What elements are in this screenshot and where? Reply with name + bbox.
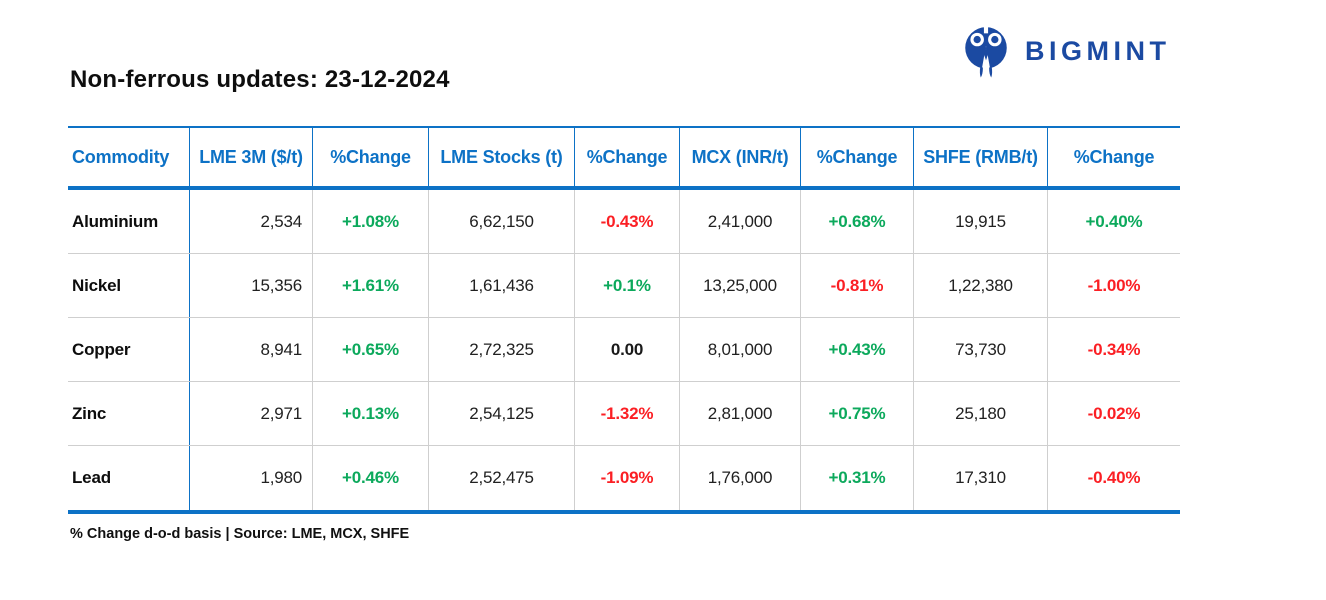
mcx-value: 2,41,000 xyxy=(679,190,800,253)
lme-stocks-change: +0.1% xyxy=(574,254,679,317)
mcx-change: +0.43% xyxy=(800,318,913,381)
lme-3m-value: 15,356 xyxy=(189,254,312,317)
lme-3m-value: 8,941 xyxy=(189,318,312,381)
bigmint-logo-icon xyxy=(965,25,1007,78)
mcx-change: -0.81% xyxy=(800,254,913,317)
lme-3m-change: +1.08% xyxy=(312,190,428,253)
lme-stocks-value: 6,62,150 xyxy=(428,190,574,253)
mcx-value: 8,01,000 xyxy=(679,318,800,381)
column-header-lme-3m: LME 3M ($/t) xyxy=(189,128,312,186)
table-body: Aluminium 2,534 +1.08% 6,62,150 -0.43% 2,41,0… xyxy=(68,190,1180,514)
table-row: Lead 1,980 +0.46% 2,52,475 -1.09% 1,76,000 +0.… xyxy=(68,446,1180,510)
column-header-change-1: %Change xyxy=(312,128,428,186)
shfe-change: +0.40% xyxy=(1047,190,1180,253)
mcx-value: 1,76,000 xyxy=(679,446,800,510)
brand-logo: BIGMINT xyxy=(960,24,1171,79)
table-footnote: % Change d-o-d basis | Source: LME, MCX,… xyxy=(70,526,410,542)
lme-stocks-value: 2,54,125 xyxy=(428,382,574,445)
table-row: Zinc 2,971 +0.13% 2,54,125 -1.32% 2,81,000 +0.… xyxy=(68,382,1180,446)
commodity-name: Lead xyxy=(72,468,111,487)
shfe-change: -0.02% xyxy=(1047,382,1180,445)
mcx-change: +0.68% xyxy=(800,190,913,253)
shfe-change: -0.40% xyxy=(1047,446,1180,510)
brand-wordmark: BIGMINT xyxy=(1025,36,1171,66)
shfe-value: 73,730 xyxy=(913,318,1047,381)
table-row: Nickel 15,356 +1.61% 1,61,436 +0.1% 13,25,000… xyxy=(68,254,1180,318)
shfe-change: -0.34% xyxy=(1047,318,1180,381)
column-header-commodity: Commodity xyxy=(72,146,170,167)
lme-stocks-value: 2,72,325 xyxy=(428,318,574,381)
commodity-name: Copper xyxy=(72,339,131,359)
lme-stocks-change: 0.00 xyxy=(574,318,679,381)
table-row: Copper 8,941 +0.65% 2,72,325 0.00 8,01,000 +0.… xyxy=(68,318,1180,382)
shfe-change: -1.00% xyxy=(1047,254,1180,317)
shfe-value: 1,22,380 xyxy=(913,254,1047,317)
lme-3m-change: +0.46% xyxy=(312,446,428,510)
lme-stocks-change: -1.09% xyxy=(574,446,679,510)
column-header-change-2: %Change xyxy=(574,128,679,186)
commodity-name: Aluminium xyxy=(72,211,159,231)
lme-3m-change: +0.13% xyxy=(312,382,428,445)
lme-stocks-value: 2,52,475 xyxy=(428,446,574,510)
commodity-name: Zinc xyxy=(72,403,107,423)
column-header-mcx: MCX (INR/t) xyxy=(679,128,800,186)
lme-3m-value: 2,534 xyxy=(189,190,312,253)
lme-3m-value: 1,980 xyxy=(189,446,312,510)
lme-stocks-change: -1.32% xyxy=(574,382,679,445)
column-header-shfe: SHFE (RMB/t) xyxy=(913,128,1047,186)
commodity-name: Nickel xyxy=(72,275,121,295)
commodity-table: Commodity LME 3M ($/t) %Change LME Stock… xyxy=(68,126,1180,542)
column-header-change-4: %Change xyxy=(1047,128,1180,186)
mcx-value: 2,81,000 xyxy=(679,382,800,445)
shfe-value: 25,180 xyxy=(913,382,1047,445)
lme-3m-value: 2,971 xyxy=(189,382,312,445)
shfe-value: 19,915 xyxy=(913,190,1047,253)
mcx-change: +0.75% xyxy=(800,382,913,445)
column-header-change-3: %Change xyxy=(800,128,913,186)
column-header-lme-stocks: LME Stocks (t) xyxy=(428,128,574,186)
shfe-value: 17,310 xyxy=(913,446,1047,510)
lme-stocks-value: 1,61,436 xyxy=(428,254,574,317)
lme-3m-change: +1.61% xyxy=(312,254,428,317)
mcx-value: 13,25,000 xyxy=(679,254,800,317)
table-row: Aluminium 2,534 +1.08% 6,62,150 -0.43% 2,41,0… xyxy=(68,190,1180,254)
page-title: Non-ferrous updates: 23-12-2024 xyxy=(70,66,450,93)
table-header-row: Commodity LME 3M ($/t) %Change LME Stock… xyxy=(68,126,1180,190)
lme-stocks-change: -0.43% xyxy=(574,190,679,253)
lme-3m-change: +0.65% xyxy=(312,318,428,381)
mcx-change: +0.31% xyxy=(800,446,913,510)
